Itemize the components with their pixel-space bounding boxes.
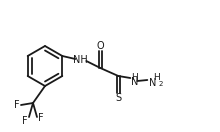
Text: NH: NH	[73, 55, 88, 65]
Text: N: N	[149, 78, 156, 88]
Text: H: H	[153, 74, 160, 82]
Text: F: F	[14, 100, 20, 110]
Text: F: F	[38, 113, 44, 123]
Text: O: O	[97, 41, 104, 51]
Text: H: H	[131, 72, 138, 81]
Text: S: S	[115, 93, 121, 103]
Text: F: F	[22, 116, 28, 126]
Text: N: N	[131, 77, 138, 87]
Text: 2: 2	[158, 81, 163, 87]
